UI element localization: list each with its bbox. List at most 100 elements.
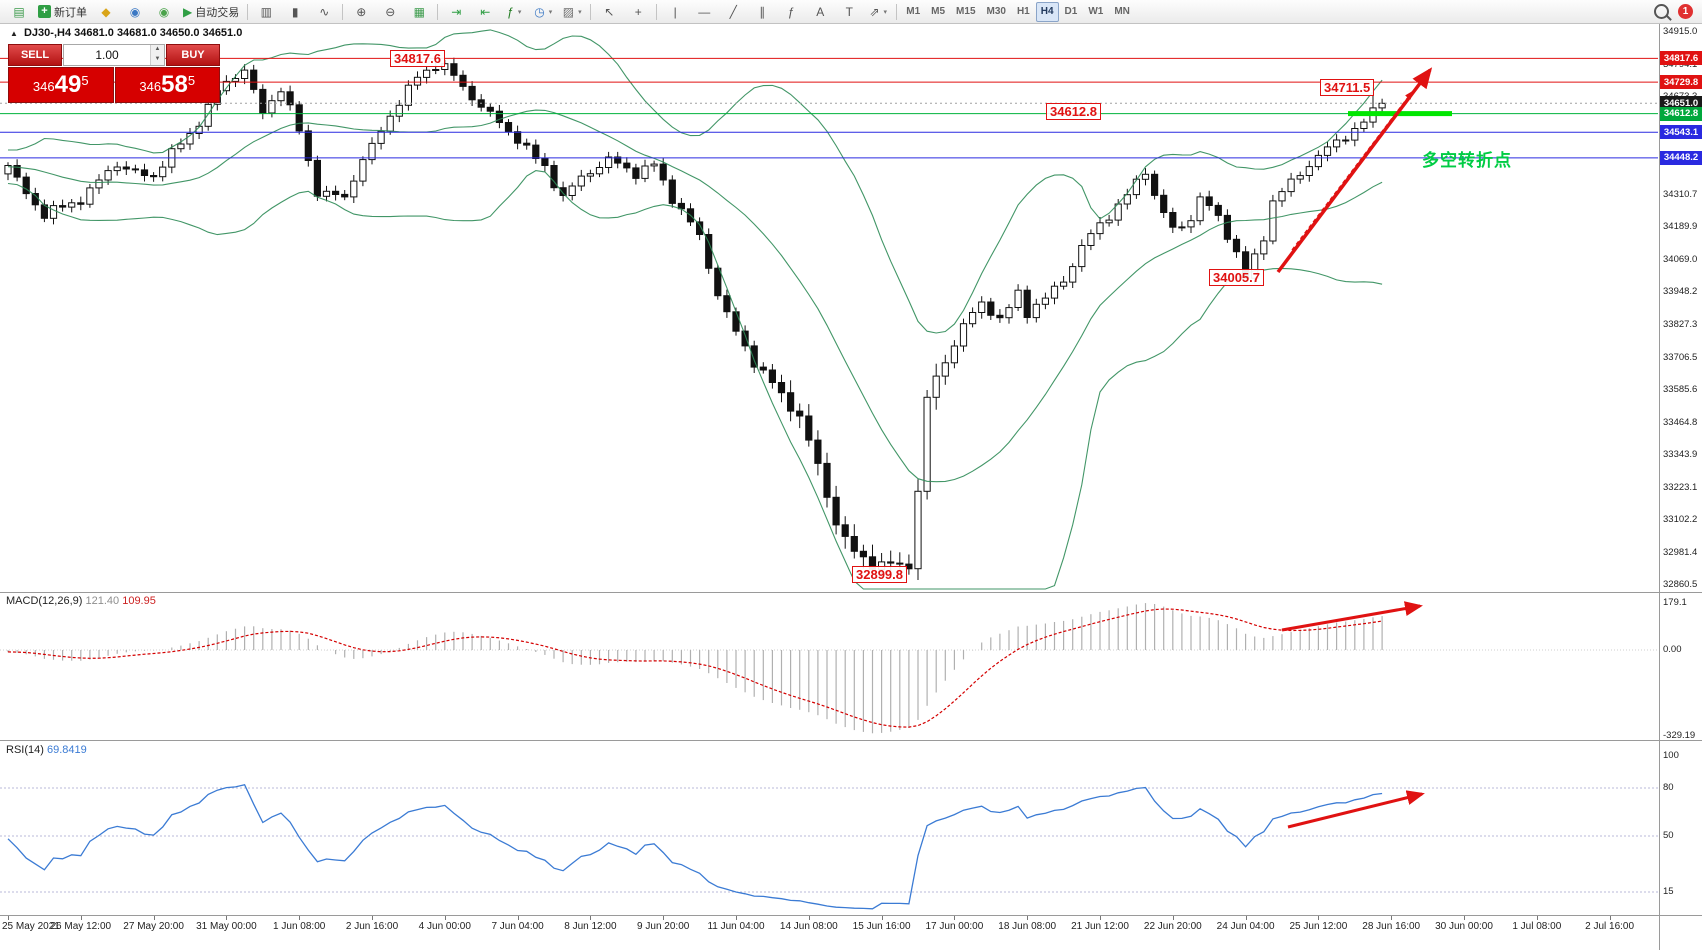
chart-window-icon[interactable]: ▤	[5, 1, 33, 23]
timeframe-button-m5[interactable]: M5	[931, 6, 946, 17]
timeframe-button-h1[interactable]: H1	[1016, 6, 1030, 17]
new-order-button[interactable]: + 新订单	[34, 1, 91, 23]
time-axis-label: 21 Jun 12:00	[1071, 921, 1129, 932]
price-axis-label: 33223.1	[1663, 481, 1698, 493]
vertical-line-icon[interactable]: |	[661, 1, 689, 23]
chevron-down-icon: ▾	[548, 8, 553, 16]
price-annotation[interactable]: 34005.7	[1209, 269, 1264, 286]
toolbar-separator	[437, 3, 439, 20]
price-annotation[interactable]: 34711.5	[1320, 79, 1375, 96]
time-axis[interactable]: 25 May 2021 26 May 12:00 27 May 20:00 31 Ma…	[0, 916, 1659, 950]
market-watch-icon[interactable]: ◉	[121, 1, 149, 23]
price-tag: 34448.2	[1660, 150, 1702, 165]
toolbar-separator	[342, 3, 344, 20]
rsi-axis-label: 80	[1663, 782, 1674, 793]
line-chart-icon[interactable]: ∿	[310, 1, 338, 23]
price-annotation[interactable]: 34612.8	[1046, 103, 1101, 120]
panel-separator[interactable]	[0, 592, 1702, 593]
templates-icon[interactable]: ▨ ▾	[558, 1, 586, 23]
ask-price-big: 58	[161, 71, 188, 98]
chart-shift-icon[interactable]: ⇤	[471, 1, 499, 23]
chart-symbol-period: DJ30-,H4	[23, 27, 72, 39]
ask-price-sup: 5	[187, 73, 196, 88]
rsi-value: 69.8419	[46, 744, 87, 756]
notification-badge[interactable]: 1	[1678, 4, 1693, 19]
ask-price[interactable]: 346 58 5	[114, 67, 220, 103]
price-annotation[interactable]: 34817.6	[390, 50, 445, 67]
label-tool-icon[interactable]: T	[835, 1, 863, 23]
templates-icon: ▨	[562, 4, 575, 19]
time-axis-tick	[1027, 916, 1029, 920]
cursor-icon[interactable]: ↖	[595, 1, 623, 23]
price-annotation[interactable]: 32899.8	[852, 566, 907, 583]
sell-button[interactable]: SELL	[8, 44, 62, 66]
rsi-axis-label: 15	[1663, 886, 1674, 897]
lot-size-field[interactable]: 1.00 ▲ ▼	[63, 44, 165, 66]
zoom-out-icon[interactable]: ⊖	[376, 1, 404, 23]
history-icon[interactable]: ◆	[92, 1, 120, 23]
rsi-indicator-label: RSI(14) 69.8419	[6, 744, 87, 756]
buy-button[interactable]: BUY	[166, 44, 220, 66]
time-axis-label: 2 Jul 16:00	[1585, 921, 1635, 932]
timeframe-button-d1[interactable]: D1	[1064, 6, 1078, 17]
search-icon[interactable]	[1654, 4, 1669, 19]
line-chart-icon: ∿	[319, 4, 330, 19]
candlestick-chart-icon[interactable]: ▮	[281, 1, 309, 23]
horizontal-line-icon[interactable]: ―	[690, 1, 718, 23]
lot-spinner[interactable]: ▲ ▼	[150, 45, 164, 65]
chevron-down-icon: ▾	[883, 8, 888, 16]
price-axis-label: 33102.2	[1663, 514, 1698, 526]
bar-chart-icon[interactable]: ▥	[252, 1, 280, 23]
time-axis-label: 8 Jun 12:00	[564, 921, 617, 932]
text-tool-icon: A	[816, 4, 825, 19]
new-order-icon: +	[38, 5, 51, 18]
arrows-tool-icon[interactable]: ⇗ ▾	[864, 1, 892, 23]
time-axis-tick	[954, 916, 956, 920]
time-axis-label: 17 Jun 00:00	[925, 921, 984, 932]
bid-price-prefix: 346	[32, 79, 55, 94]
price-tag: 34612.8	[1660, 106, 1702, 121]
price-axis[interactable]: 34915.034794.134673.334552.434431.634310…	[1659, 24, 1702, 950]
price-axis-label: 32860.5	[1663, 579, 1698, 591]
toolbar-separator	[247, 3, 249, 20]
auto-trading-button[interactable]: ▶ 自动交易	[179, 1, 243, 23]
price-axis-label: 33948.2	[1663, 286, 1698, 298]
chart-shift-icon: ⇤	[480, 4, 491, 19]
horizontal-line-icon: ―	[698, 4, 711, 19]
panel-separator[interactable]	[0, 740, 1702, 741]
rsi-name: RSI(14)	[6, 744, 44, 756]
indicators-icon[interactable]: ƒ ▾	[500, 1, 528, 23]
timeframe-button-mn[interactable]: MN	[1114, 6, 1130, 17]
lot-increment-button[interactable]: ▲	[151, 45, 164, 55]
time-axis-label: 4 Jun 00:00	[418, 921, 471, 932]
trend-note-text[interactable]: 多空转折点	[1422, 151, 1512, 170]
text-tool-icon[interactable]: A	[806, 1, 834, 23]
auto-scroll-icon[interactable]: ⇥	[442, 1, 470, 23]
new-order-button-label: 新订单	[54, 6, 87, 19]
timeframe-button-m15[interactable]: M15	[956, 6, 976, 17]
navigator-icon[interactable]: ◉	[150, 1, 178, 23]
zoom-in-icon[interactable]: ⊕	[347, 1, 375, 23]
lot-decrement-button[interactable]: ▼	[151, 55, 164, 65]
market-watch-icon: ◉	[129, 4, 141, 19]
timeframe-button-m1[interactable]: M1	[906, 6, 921, 17]
trendline-icon[interactable]: ╱	[719, 1, 747, 23]
periods-icon[interactable]: ◷ ▾	[529, 1, 557, 23]
bid-price[interactable]: 346 49 5	[8, 67, 114, 103]
timeframe-button-w1[interactable]: W1	[1088, 6, 1104, 17]
fibonacci-icon[interactable]: ƒ	[777, 1, 805, 23]
macd-name: MACD(12,26,9)	[6, 595, 83, 607]
timeframe-button-h4[interactable]: H4	[1035, 1, 1059, 22]
channel-icon: ∥	[759, 4, 766, 19]
time-axis-label: 2 Jun 16:00	[345, 921, 399, 932]
chart-collapse-icon[interactable]: ▲	[10, 29, 18, 38]
timeframe-button-m30[interactable]: M30	[986, 6, 1006, 17]
channel-icon[interactable]: ∥	[748, 1, 776, 23]
time-axis-tick	[8, 916, 9, 920]
crosshair-icon[interactable]: +	[624, 1, 652, 23]
lot-value[interactable]: 1.00	[95, 48, 119, 62]
price-tag: 34543.1	[1660, 125, 1702, 140]
tile-windows-icon[interactable]: ▦	[405, 1, 433, 23]
